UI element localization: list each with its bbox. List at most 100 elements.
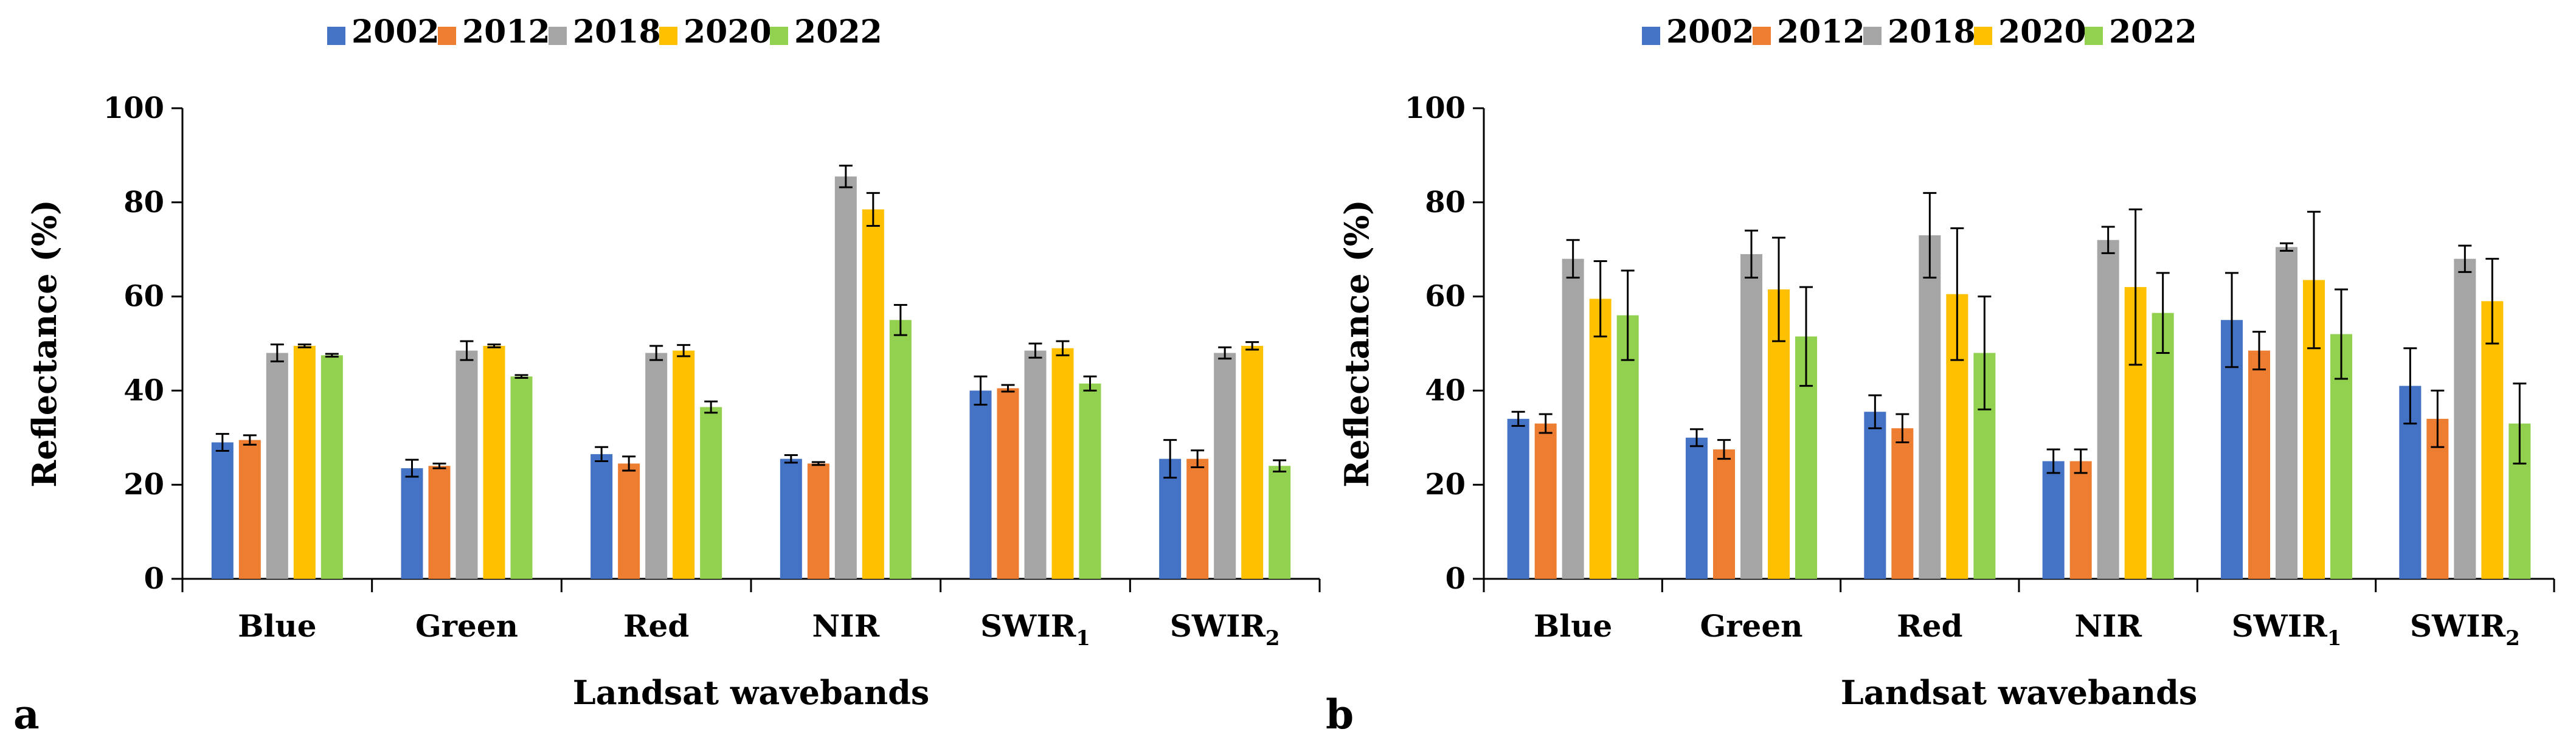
bar-2012-blue [1534,423,1557,579]
y-tick-label: 40 [1425,373,1466,407]
y-tick-label: 0 [144,562,164,596]
x-tick-label-base: NIR [812,608,880,644]
bar-2012-green [1713,449,1735,579]
bar-2018-swir1 [2276,247,2297,579]
x-tick-label-base: Red [1897,608,1962,644]
bar-2018-nir [834,176,857,579]
bar-2002-red [1864,412,1886,579]
x-tick-label: Green [415,608,518,644]
x-tick-label: SWIR2 [2410,608,2520,651]
bar-2020-blue [1589,299,1612,579]
legend-label-2012: 2012 [462,13,550,50]
x-tick-label-base: SWIR [2410,608,2506,644]
legend-label-2018: 2018 [1888,13,1976,50]
x-tick-label-base: Green [415,608,518,644]
bar-2020-swir1 [1051,348,1074,579]
bar-2002-nir [780,458,802,579]
x-tick-label-subscript: 2 [1265,626,1280,651]
bar-2002-red [590,454,613,579]
x-tick-label: SWIR2 [1170,608,1280,651]
x-tick-label: SWIR1 [980,608,1090,651]
legend-swatch-2018 [1863,27,1882,45]
bar-2022-nir [889,320,912,579]
legend-label-2020: 2020 [1998,13,2086,50]
bar-2012-swir1 [997,388,1019,579]
bar-2002-blue [1507,418,1529,579]
bar-2022-green [510,376,533,579]
bar-2012-nir [2069,461,2092,579]
bar-2002-swir2 [1159,458,1182,579]
y-tick-label: 20 [123,468,164,502]
bar-2020-swir2 [1241,345,1264,579]
bar-2018-swir2 [2454,258,2476,579]
x-tick-label: Red [1897,608,1962,644]
x-tick-label-base: Green [1700,608,1802,644]
bar-2002-green [1686,437,1708,579]
y-tick-label: 40 [123,373,164,407]
bar-2020-red [673,350,695,579]
x-axis-title: Landsat wavebands [573,673,930,712]
bar-2022-swir1 [1079,383,1101,579]
legend-label-2012: 2012 [1777,13,1865,50]
bar-2022-swir2 [1269,466,1291,579]
x-tick-label: SWIR1 [2232,608,2342,651]
bar-2018-swir1 [1024,350,1047,579]
y-tick-label: 20 [1425,468,1466,502]
bar-2022-nir [2152,313,2174,579]
x-tick-label-base: Blue [1534,608,1612,644]
x-tick-label-base: Red [623,608,689,644]
bar-2002-swir1 [969,390,992,579]
x-tick-label: Red [623,608,689,644]
legend-label-2002: 2002 [351,13,440,50]
x-tick-label-base: NIR [2074,608,2142,644]
x-axis-title: Landsat wavebands [1841,673,2198,712]
y-axis-title: Reflectance (%) [25,199,64,487]
x-tick-label-subscript: 2 [2505,626,2520,651]
x-tick-label: Blue [1534,608,1612,644]
y-tick-label: 0 [1446,562,1466,596]
bar-2018-blue [1562,258,1584,579]
x-tick-label: NIR [812,608,880,644]
legend-label-2020: 2020 [684,13,772,50]
bar-2018-red [1919,235,1941,579]
bar-2018-red [645,353,668,579]
x-tick-label: NIR [2074,608,2142,644]
legend-label-2002: 2002 [1666,13,1754,50]
legend-swatch-2012 [438,27,456,45]
legend-swatch-2012 [1753,27,1771,45]
bar-2020-green [483,345,505,579]
x-tick-label-subscript: 1 [2327,626,2342,651]
bar-2012-nir [807,463,829,579]
y-axis-title: Reflectance (%) [1337,199,1376,487]
bar-2012-blue [238,440,261,579]
bar-2012-green [428,466,451,579]
y-tick-label: 80 [123,185,164,219]
legend-swatch-2018 [549,27,567,45]
x-tick-label-base: SWIR [1170,608,1266,644]
bar-2002-blue [211,442,234,579]
bar-2022-blue [320,355,343,579]
x-tick-label-base: Blue [238,608,316,644]
x-tick-label: Green [1700,608,1802,644]
x-tick-label-base: SWIR [980,608,1076,644]
legend-label-2022: 2022 [2109,13,2197,50]
bar-2020-blue [293,345,316,579]
bar-2018-blue [266,353,288,579]
bar-2020-swir2 [2481,301,2504,579]
bar-2012-red [618,463,640,579]
y-tick-label: 100 [1405,91,1466,125]
legend-swatch-2022 [2085,27,2103,45]
legend-swatch-2002 [1642,27,1660,45]
legend-label-2022: 2022 [794,13,882,50]
x-tick-label-base: SWIR [2232,608,2328,644]
y-tick-label: 60 [123,280,164,314]
bar-2018-green [455,350,478,579]
y-tick-label: 60 [1425,280,1466,314]
legend-swatch-2020 [659,27,677,45]
x-tick-label-subscript: 1 [1076,626,1090,651]
legend-label-2018: 2018 [573,13,661,50]
legend-swatch-2022 [770,27,788,45]
